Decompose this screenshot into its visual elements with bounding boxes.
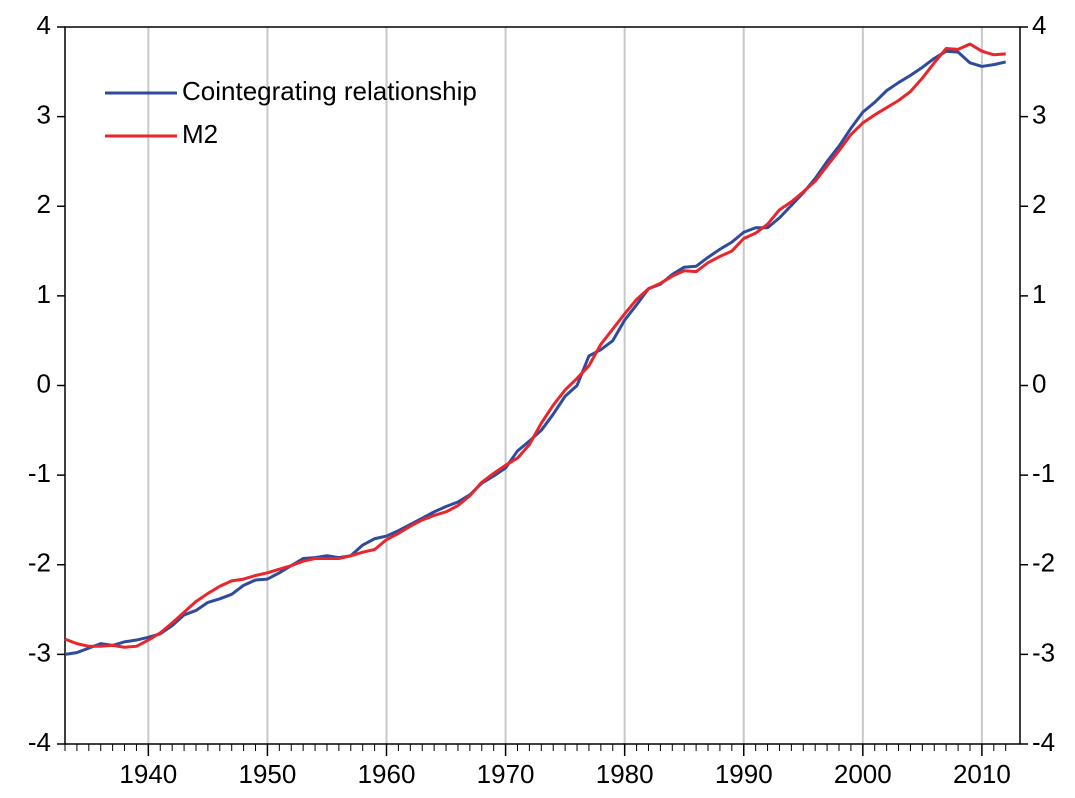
- y2-tick-label: 3: [1032, 100, 1046, 130]
- y-tick-label: 2: [37, 189, 51, 219]
- y2-tick-label: -1: [1032, 458, 1055, 488]
- legend-label: Cointegrating relationship: [182, 76, 477, 106]
- y-tick-label: 3: [37, 100, 51, 130]
- x-tick-label: 1950: [239, 759, 297, 789]
- y2-tick-label: 4: [1032, 10, 1046, 40]
- y-tick-label: -4: [28, 727, 51, 757]
- x-tick-label: 2000: [834, 759, 892, 789]
- x-tick-label: 1960: [358, 759, 416, 789]
- y2-tick-label: -2: [1032, 548, 1055, 578]
- legend-label: M2: [182, 119, 218, 149]
- y2-tick-label: 0: [1032, 368, 1046, 398]
- y2-tick-label: -4: [1032, 727, 1055, 757]
- x-tick-label: 1980: [596, 759, 654, 789]
- y-tick-label: -2: [28, 548, 51, 578]
- y2-tick-label: -3: [1032, 637, 1055, 667]
- y2-tick-label: 1: [1032, 279, 1046, 309]
- x-tick-label: 1970: [477, 759, 535, 789]
- y-tick-label: 1: [37, 279, 51, 309]
- y-tick-label: 0: [37, 368, 51, 398]
- plot-frame: [64, 26, 1021, 745]
- x-tick-label: 2010: [953, 759, 1011, 789]
- x-tick-label: 1990: [715, 759, 773, 789]
- y-tick-label: 4: [37, 10, 51, 40]
- y-tick-label: -3: [28, 637, 51, 667]
- y-tick-label: -1: [28, 458, 51, 488]
- x-tick-label: 1940: [119, 759, 177, 789]
- series-line: [64, 42, 1006, 649]
- y2-tick-label: 2: [1032, 189, 1046, 219]
